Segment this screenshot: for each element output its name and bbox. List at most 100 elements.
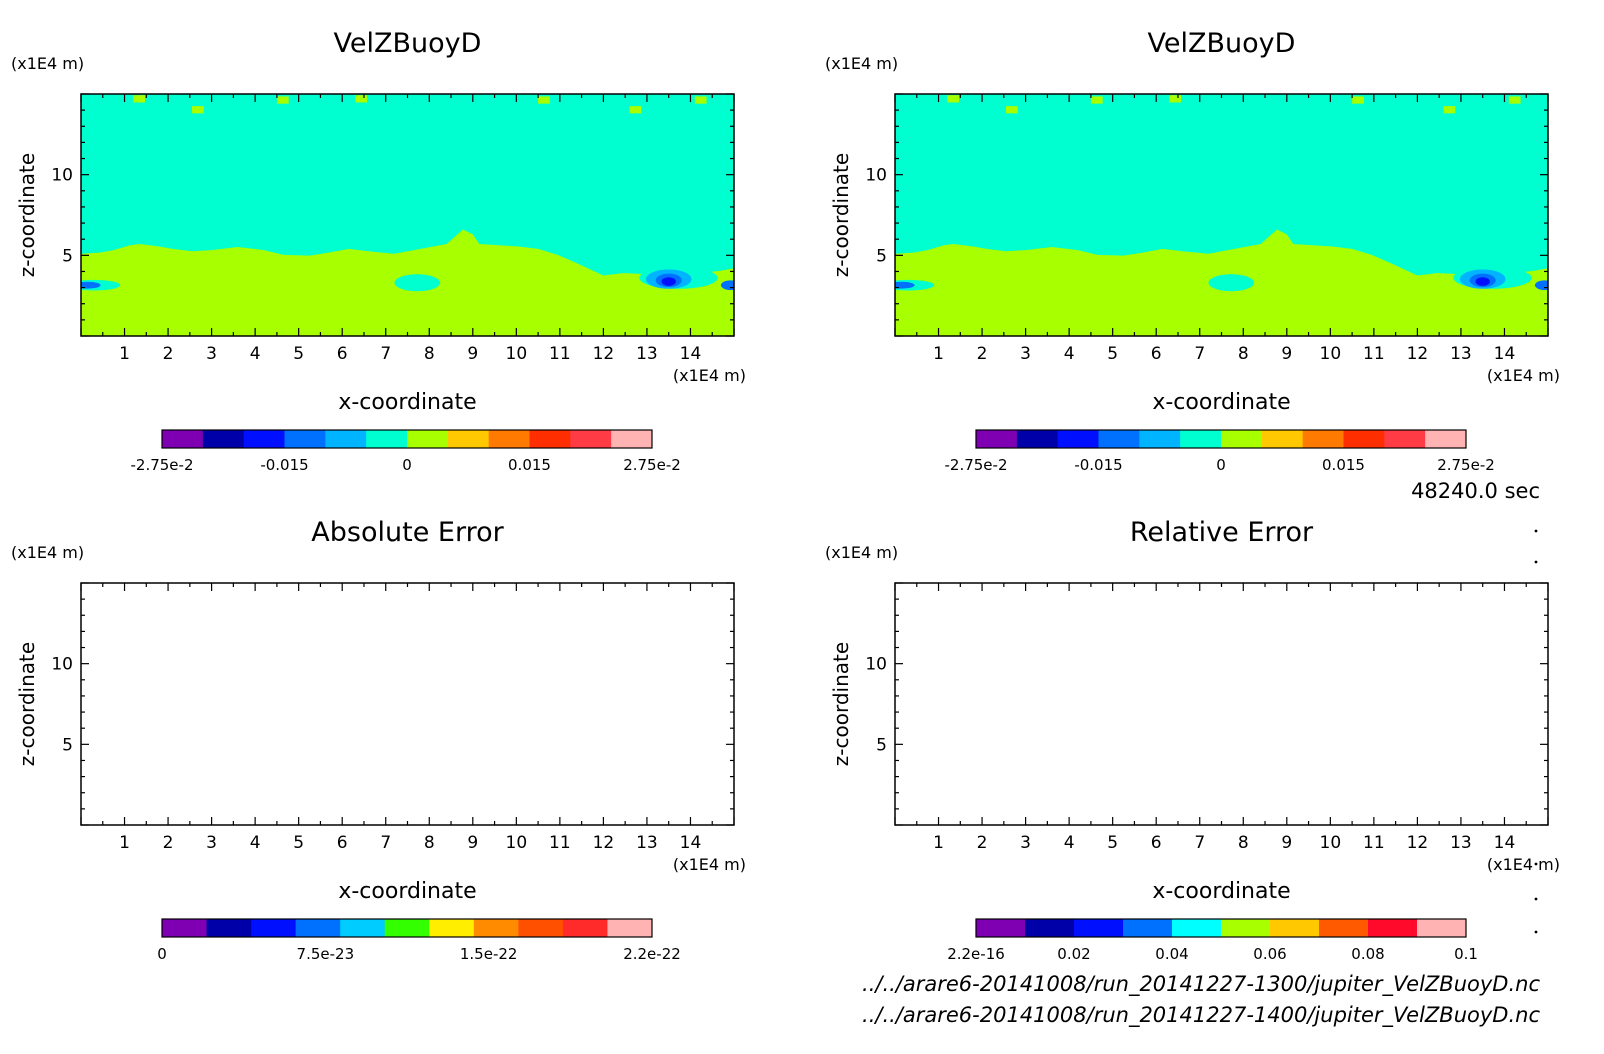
colorbar-label: 0 — [1216, 456, 1226, 474]
colorbar-swatch — [1123, 919, 1173, 937]
x-unit-label: (x1E4 m) — [1487, 855, 1560, 874]
chart-title: VelZBuoyD — [334, 28, 482, 59]
x-tick-label: 4 — [1064, 344, 1075, 364]
x-tick-label: 5 — [293, 344, 304, 364]
x-tick-label: 11 — [1363, 344, 1385, 364]
colorbar-label: 0 — [402, 456, 412, 474]
colorbar-label: 0 — [157, 945, 167, 963]
colorbar: -2.75e-2 -0.015 0 0.015 2.75e-2 — [945, 429, 1495, 474]
colorbar-swatch — [366, 430, 408, 448]
contour-fleck — [1169, 95, 1182, 103]
x-tick-label: 4 — [250, 833, 261, 853]
x-tick-label: 14 — [680, 344, 702, 364]
colorbar-label: 1.5e-22 — [460, 945, 518, 963]
x-tick-label: 1 — [119, 344, 130, 364]
x-tick-label: 9 — [467, 344, 478, 364]
contour-fleck — [947, 95, 959, 103]
y-tick-label: 5 — [876, 735, 887, 755]
colorbar-swatch — [1180, 430, 1222, 448]
contour-fleck — [694, 96, 707, 104]
colorbar-swatch — [570, 430, 612, 448]
x-tick-label: 12 — [593, 833, 615, 853]
colorbar-swatch — [1302, 430, 1344, 448]
chart-title: VelZBuoyD — [1148, 28, 1296, 59]
x-tick-label: 9 — [1281, 833, 1292, 853]
x-axis-label: x-coordinate — [1152, 879, 1290, 904]
y-unit-label: (x1E4 m) — [11, 54, 84, 73]
contour-fleck — [1090, 96, 1103, 104]
chart-title: Relative Error — [1130, 517, 1314, 548]
plot-area — [895, 583, 1548, 825]
x-tick-label: 6 — [1151, 344, 1162, 364]
x-tick-label: 9 — [467, 833, 478, 853]
contour-fleck — [1443, 106, 1456, 114]
contour-core-right — [1534, 280, 1548, 291]
contour-fleck — [1508, 96, 1521, 104]
x-axis-label: x-coordinate — [338, 879, 476, 904]
y-tick-label: 10 — [865, 655, 887, 675]
x-tick-label: 13 — [636, 833, 658, 853]
x-axis-label: x-coordinate — [338, 390, 476, 415]
colorbar-swatch — [1016, 430, 1059, 448]
colorbar-swatch — [1261, 430, 1304, 448]
x-tick-label: 2 — [163, 833, 174, 853]
colorbar-swatch — [529, 430, 571, 448]
colorbar-swatch — [284, 430, 326, 448]
x-tick-label: 8 — [424, 344, 435, 364]
colorbar-label: -2.75e-2 — [131, 456, 194, 474]
x-tick-label: 11 — [1363, 833, 1385, 853]
colorbar-label: 0.08 — [1351, 945, 1384, 963]
colorbar-swatch — [976, 919, 1026, 937]
colorbar-swatch — [162, 919, 208, 937]
x-tick-label: 13 — [1450, 344, 1472, 364]
colorbar-swatch — [518, 919, 564, 937]
colorbar-label: 0.02 — [1057, 945, 1090, 963]
colorbar-swatch — [1384, 430, 1426, 448]
colorbar-swatch — [202, 430, 245, 448]
colorbar-swatch — [295, 919, 341, 937]
x-tick-label: 2 — [977, 344, 988, 364]
x-unit-label: (x1E4 m) — [673, 855, 746, 874]
colorbar-label: 0.06 — [1253, 945, 1286, 963]
colorbar-swatch — [325, 430, 367, 448]
colorbar-swatch — [251, 919, 297, 937]
x-tick-label: 3 — [1020, 344, 1031, 364]
colorbar-swatch — [162, 430, 204, 448]
x-tick-label: 5 — [1107, 344, 1118, 364]
x-tick-label: 10 — [1320, 833, 1342, 853]
contour-fleck — [1352, 96, 1364, 104]
contour-core-left — [895, 281, 915, 289]
plot-area — [81, 583, 734, 825]
x-tick-label: 14 — [680, 833, 702, 853]
x-tick-label: 1 — [933, 833, 944, 853]
colorbar: -2.75e-2 -0.015 0 0.015 2.75e-2 — [131, 429, 681, 474]
colorbar-swatch — [429, 919, 475, 937]
contour-core-right — [720, 280, 734, 291]
colorbar-swatch — [1057, 430, 1099, 448]
y-tick-label: 10 — [865, 166, 887, 186]
x-tick-label: 8 — [1238, 833, 1249, 853]
time-label: 48240.0 sec — [1411, 479, 1540, 503]
colorbar-swatch — [1319, 919, 1369, 937]
colorbar-swatch — [562, 919, 608, 937]
colorbar-label: -2.75e-2 — [945, 456, 1008, 474]
y-axis-label: z-coordinate — [829, 153, 853, 277]
colorbar-frame — [975, 429, 1467, 449]
x-tick-label: 7 — [1194, 344, 1205, 364]
x-tick-label: 1 — [119, 833, 130, 853]
colorbar-swatch — [1025, 919, 1075, 937]
x-tick-label: 10 — [506, 833, 528, 853]
contour-pocket — [1208, 274, 1255, 292]
x-tick-label: 7 — [1194, 833, 1205, 853]
x-tick-label: 2 — [977, 833, 988, 853]
contour-field — [895, 94, 1548, 336]
colorbar-swatch — [407, 430, 449, 448]
x-tick-label: 11 — [549, 833, 571, 853]
colorbar-swatch — [607, 919, 653, 937]
x-tick-label: 4 — [1064, 833, 1075, 853]
y-unit-label: (x1E4 m) — [825, 54, 898, 73]
y-tick-label: 5 — [62, 735, 73, 755]
x-tick-label: 12 — [1407, 344, 1429, 364]
chart-panel: VelZBuoyD(x1E4 m)1 2 3 4 5 6 7 8 9 10 11 12 13 14510z… — [11, 28, 746, 474]
